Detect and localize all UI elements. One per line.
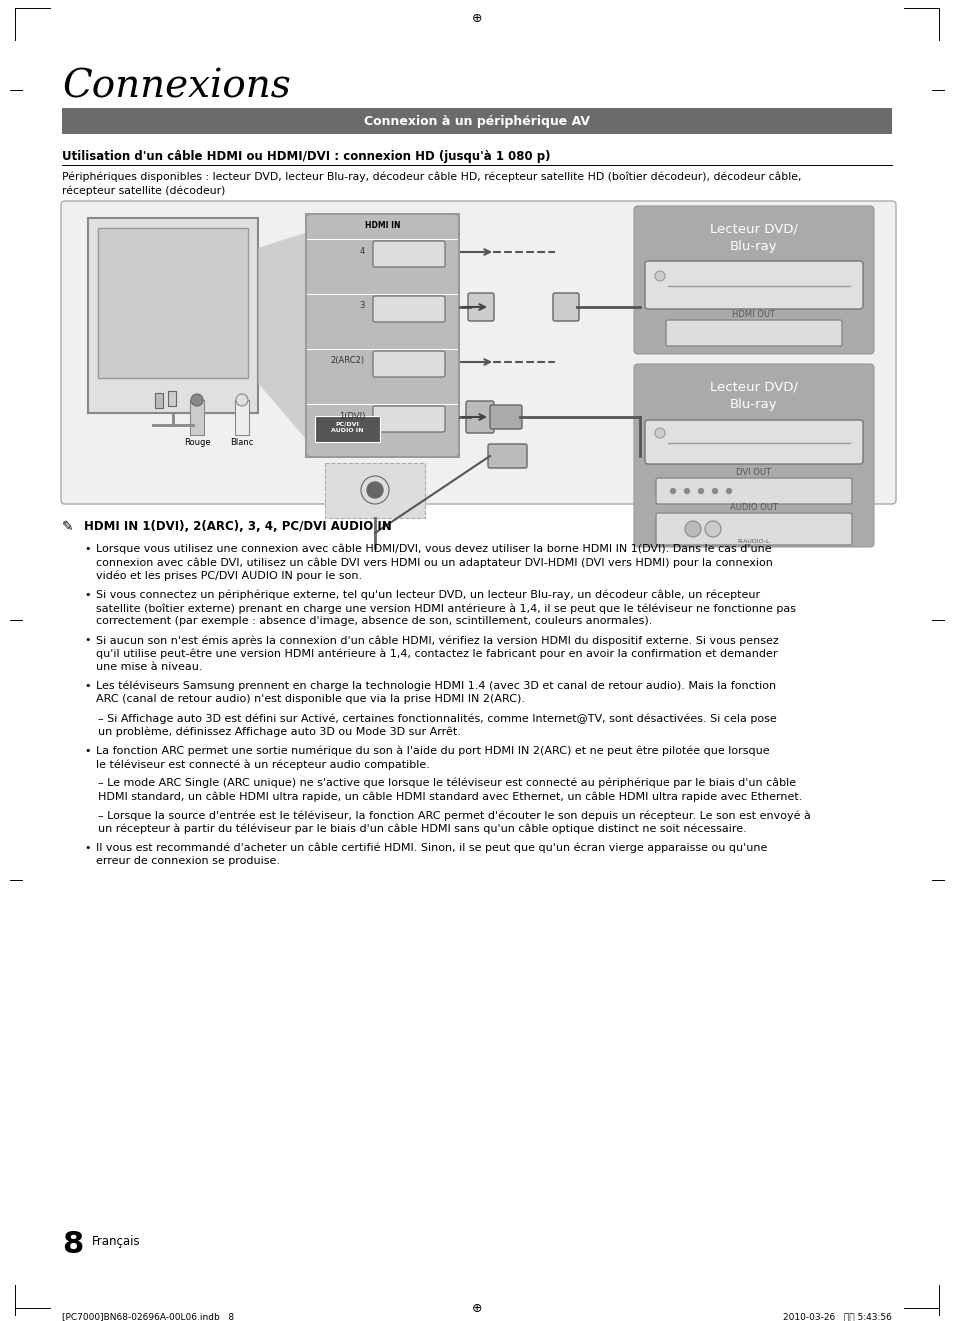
FancyBboxPatch shape: [465, 402, 494, 433]
Text: Blu-ray: Blu-ray: [729, 240, 777, 254]
Text: Lecteur DVD/: Lecteur DVD/: [709, 380, 797, 394]
FancyBboxPatch shape: [644, 420, 862, 464]
Text: •: •: [84, 544, 91, 553]
Text: Blu-ray: Blu-ray: [729, 398, 777, 411]
Text: AUDIO OUT: AUDIO OUT: [729, 503, 777, 513]
FancyBboxPatch shape: [373, 296, 444, 322]
Polygon shape: [257, 232, 305, 439]
Text: •: •: [84, 589, 91, 600]
Bar: [168, 391, 175, 406]
Text: HDMI OUT: HDMI OUT: [732, 310, 775, 318]
Text: 1(DVI): 1(DVI): [338, 412, 365, 420]
Text: 2010-03-26   오후 5:43:56: 2010-03-26 오후 5:43:56: [782, 1312, 891, 1321]
Bar: [98, 229, 248, 378]
Circle shape: [726, 489, 731, 494]
FancyBboxPatch shape: [488, 444, 526, 468]
Bar: [314, 416, 379, 443]
Text: 4: 4: [359, 247, 365, 255]
Text: Périphériques disponibles : lecteur DVD, lecteur Blu-ray, décodeur câble HD, réc: Périphériques disponibles : lecteur DVD,…: [62, 172, 801, 182]
Text: •: •: [84, 843, 91, 853]
Text: Si aucun son n'est émis après la connexion d'un câble HDMI, vérifiez la version : Si aucun son n'est émis après la connexi…: [96, 635, 778, 672]
Bar: [305, 213, 459, 458]
Text: [PC7000]BN68-02696A-00L06.indb   8: [PC7000]BN68-02696A-00L06.indb 8: [62, 1312, 233, 1321]
FancyBboxPatch shape: [61, 201, 895, 505]
FancyBboxPatch shape: [665, 320, 841, 346]
Text: Lorsque vous utilisez une connexion avec câble HDMI/DVI, vous devez utiliser la : Lorsque vous utilisez une connexion avec…: [96, 544, 772, 581]
FancyBboxPatch shape: [490, 406, 521, 429]
FancyBboxPatch shape: [634, 206, 873, 354]
FancyBboxPatch shape: [373, 406, 444, 432]
Bar: [154, 394, 163, 408]
Text: DVI OUT: DVI OUT: [736, 468, 771, 477]
Text: Utilisation d'un câble HDMI ou HDMI/DVI : connexion HD (jusqu'à 1 080 p): Utilisation d'un câble HDMI ou HDMI/DVI …: [62, 151, 550, 162]
Text: R-AUDIO-L: R-AUDIO-L: [737, 539, 769, 544]
Circle shape: [655, 428, 664, 439]
Text: HDMI IN: HDMI IN: [364, 221, 400, 230]
Text: Il vous est recommandé d'acheter un câble certifié HDMI. Sinon, il se peut que q: Il vous est recommandé d'acheter un câbl…: [96, 843, 766, 867]
Text: •: •: [84, 680, 91, 691]
Bar: [234, 400, 249, 435]
Text: Connexions: Connexions: [62, 67, 291, 104]
Circle shape: [655, 271, 664, 281]
Text: La fonction ARC permet une sortie numérique du son à l'aide du port HDMI IN 2(AR: La fonction ARC permet une sortie numéri…: [96, 745, 769, 770]
Text: Blanc: Blanc: [230, 439, 253, 446]
FancyBboxPatch shape: [553, 293, 578, 321]
Text: 3: 3: [359, 301, 365, 310]
FancyBboxPatch shape: [656, 478, 851, 505]
FancyBboxPatch shape: [373, 351, 444, 376]
Text: Lecteur DVD/: Lecteur DVD/: [709, 222, 797, 235]
FancyBboxPatch shape: [634, 365, 873, 547]
Circle shape: [704, 520, 720, 538]
Text: 2(ARC2): 2(ARC2): [331, 357, 365, 366]
Text: ⊕: ⊕: [471, 12, 482, 25]
Circle shape: [367, 482, 382, 498]
Text: PC/DVI
AUDIO IN: PC/DVI AUDIO IN: [331, 421, 363, 433]
Text: Connexion à un périphérique AV: Connexion à un périphérique AV: [364, 115, 589, 128]
Bar: [88, 218, 257, 413]
Circle shape: [670, 489, 675, 494]
Text: Français: Français: [91, 1235, 140, 1248]
FancyBboxPatch shape: [468, 293, 494, 321]
Text: ⊕: ⊕: [471, 1301, 482, 1314]
Circle shape: [698, 489, 702, 494]
Text: HDMI IN 1(DVI), 2(ARC), 3, 4, PC/DVI AUDIO IN: HDMI IN 1(DVI), 2(ARC), 3, 4, PC/DVI AUD…: [84, 520, 392, 532]
FancyBboxPatch shape: [373, 240, 444, 267]
Circle shape: [235, 394, 248, 406]
Circle shape: [684, 520, 700, 538]
FancyBboxPatch shape: [307, 215, 457, 456]
FancyBboxPatch shape: [644, 262, 862, 309]
Text: – Le mode ARC Single (ARC unique) ne s'active que lorsque le téléviseur est conn: – Le mode ARC Single (ARC unique) ne s'a…: [98, 778, 801, 802]
Bar: [190, 400, 204, 435]
Text: Rouge: Rouge: [184, 439, 210, 446]
Text: – Lorsque la source d'entrée est le téléviseur, la fonction ARC permet d'écouter: – Lorsque la source d'entrée est le télé…: [98, 810, 810, 835]
Circle shape: [684, 489, 689, 494]
FancyBboxPatch shape: [656, 513, 851, 546]
Text: •: •: [84, 635, 91, 645]
Bar: [325, 462, 424, 518]
Text: récepteur satellite (décodeur): récepteur satellite (décodeur): [62, 186, 225, 197]
Text: 8: 8: [62, 1230, 83, 1259]
Circle shape: [712, 489, 717, 494]
Bar: [62, 108, 891, 133]
Text: Les téléviseurs Samsung prennent en charge la technologie HDMI 1.4 (avec 3D et c: Les téléviseurs Samsung prennent en char…: [96, 680, 776, 704]
Text: •: •: [84, 745, 91, 756]
Text: ✎: ✎: [62, 520, 73, 534]
Text: Si vous connectez un périphérique externe, tel qu'un lecteur DVD, un lecteur Blu: Si vous connectez un périphérique extern…: [96, 589, 795, 626]
Text: – Si Affichage auto 3D est défini sur Activé, certaines fonctionnalités, comme I: – Si Affichage auto 3D est défini sur Ac…: [98, 713, 776, 737]
Circle shape: [191, 394, 203, 406]
